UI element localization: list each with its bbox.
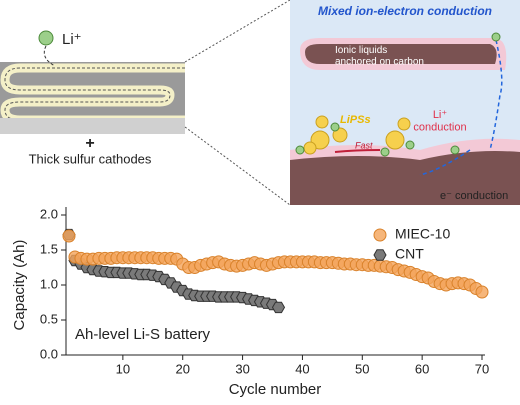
fast-arrow — [334, 149, 381, 153]
annotation: Ah-level Li-S battery — [75, 326, 211, 343]
y-tick-label: 1.5 — [40, 241, 58, 256]
x-tick-label: 10 — [116, 361, 130, 376]
li-ion-label: Li⁺ — [62, 31, 82, 48]
zoom-line — [184, 126, 291, 206]
ion-arrow — [489, 39, 503, 151]
x-tick-label: 60 — [415, 361, 429, 376]
li-ion-trail — [43, 45, 56, 67]
x-tick-label: 30 — [235, 361, 249, 376]
li-particles — [295, 32, 501, 157]
x-tick-label: 50 — [355, 361, 369, 376]
e-conduction-label: e⁻ conduction — [440, 190, 508, 202]
ionic-liquids-label: Ionic liquids anchored on carbon — [335, 45, 424, 68]
cathode-caption: Thick sulfur cathodes — [29, 151, 152, 166]
y-axis-label: Capacity (Ah) — [11, 240, 28, 331]
x-tick-label: 70 — [475, 361, 489, 376]
cathode-schematic: Li⁺ + Thick sulfur cathodes — [0, 0, 291, 206]
y-tick-label: 1.0 — [40, 276, 58, 291]
zoom-panel: Mixed ion-electron conduction Ionic liqu… — [290, 0, 520, 205]
legend-marker — [373, 249, 387, 261]
ion-path — [4, 67, 185, 121]
plus-sign: + — [85, 135, 94, 152]
y-tick-label: 0.5 — [40, 311, 58, 326]
lipss-label: LiPSs — [340, 114, 371, 126]
panel-title: Mixed ion-electron conduction — [318, 4, 492, 18]
marker — [62, 229, 76, 243]
y-tick-label: 2.0 — [40, 206, 58, 221]
marker — [271, 301, 286, 314]
marker — [475, 285, 489, 299]
legend-label: CNT — [395, 246, 424, 262]
ion-arrow — [419, 149, 471, 176]
li-conduction-label: Li⁺ conduction — [413, 109, 466, 134]
x-tick-label: 20 — [175, 361, 189, 376]
carbon-top — [305, 44, 497, 64]
x-tick-label: 40 — [295, 361, 309, 376]
current-collector — [0, 118, 185, 134]
y-tick-label: 0.0 — [40, 346, 58, 361]
lipss-particles — [303, 115, 411, 155]
li-ion-ball — [38, 30, 54, 46]
zoom-line — [184, 0, 291, 63]
carbon-bottom — [290, 151, 520, 205]
legend-label: MIEC-10 — [395, 226, 450, 242]
x-axis-label: Cycle number — [229, 381, 322, 398]
legend-marker — [373, 228, 387, 242]
fast-label: Fast — [355, 140, 373, 150]
